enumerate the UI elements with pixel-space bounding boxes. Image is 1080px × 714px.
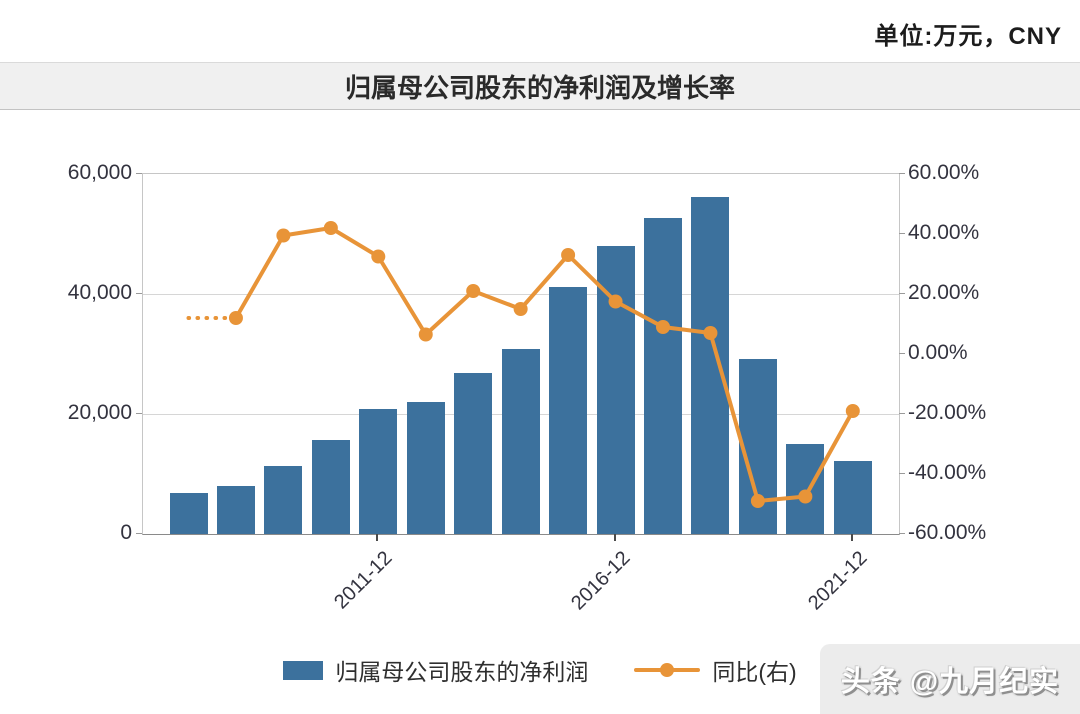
y-axis-right-tickmark <box>899 473 905 474</box>
y-axis-right-tick-label: -40.00% <box>908 461 987 484</box>
bar <box>359 409 398 534</box>
y-axis-right-tickmark <box>899 233 905 234</box>
x-axis-tickmark <box>850 534 853 541</box>
y-axis-right-tick-label: -60.00% <box>908 521 987 544</box>
watermark-area: 头条 @九月纪实 <box>820 644 1080 714</box>
y-axis-right-tick-label: 20.00% <box>908 281 980 304</box>
bar <box>833 460 872 534</box>
y-axis-left-tickmark <box>136 293 142 294</box>
y-axis-left-tickmark <box>136 413 142 414</box>
chart-legend: 归属母公司股东的净利润 同比(右) <box>0 650 1080 690</box>
x-axis-tick-label: 2011-12 <box>330 547 397 614</box>
yoy-line-point <box>466 284 481 298</box>
gridline <box>143 294 899 295</box>
y-axis-right-tickmark <box>899 173 905 174</box>
line-series-marker-icon <box>634 662 701 678</box>
yoy-line-point <box>561 248 576 262</box>
bar <box>264 466 303 534</box>
bar <box>454 373 493 534</box>
yoy-line-point <box>228 311 243 325</box>
bar <box>311 439 350 534</box>
bar <box>691 196 730 534</box>
y-axis-right-tickmark <box>899 413 905 414</box>
chart-title-bar: 归属母公司股东的净利润及增长率 <box>0 62 1080 110</box>
y-axis-right-tick-label: -20.00% <box>908 401 987 424</box>
legend-bar-label: 归属母公司股东的净利润 <box>335 659 589 685</box>
legend-line-label: 同比(右) <box>712 659 797 685</box>
bar <box>501 349 540 534</box>
yoy-line-point <box>608 294 623 309</box>
legend-item-yoy: 同比(右) <box>634 653 797 687</box>
yoy-line <box>234 226 855 503</box>
unit-label: 单位:万元，CNY <box>874 23 1062 50</box>
yoy-line-point <box>418 327 433 342</box>
bar <box>216 486 255 534</box>
y-axis-right-tick-label: 40.00% <box>908 221 980 244</box>
bar-series-swatch <box>283 660 324 680</box>
yoy-line-point <box>845 404 860 418</box>
bar <box>549 286 588 534</box>
bar <box>406 402 445 534</box>
bar <box>596 246 635 534</box>
y-axis-left-tick-label: 40,000 <box>67 281 132 304</box>
y-axis-right-tickmark <box>899 293 905 294</box>
yoy-line-point <box>798 489 813 504</box>
y-axis-right-tick-label: 60.00% <box>908 161 980 184</box>
y-axis-left-tick-label: 0 <box>120 521 132 544</box>
bar <box>644 217 682 534</box>
x-axis-tickmark <box>613 534 616 541</box>
chart-title: 归属母公司股东的净利润及增长率 <box>344 72 735 103</box>
bar <box>169 493 208 534</box>
plot-area <box>142 173 900 535</box>
y-axis-right-tickmark <box>899 533 905 534</box>
yoy-line-point <box>750 494 765 508</box>
yoy-line-point <box>703 326 718 340</box>
y-axis-left-tickmark <box>136 533 142 534</box>
yoy-line-point <box>371 249 386 264</box>
x-axis-tick-label: 2016-12 <box>566 547 635 615</box>
y-axis-left-tick-label: 60,000 <box>67 161 132 184</box>
yoy-line-point <box>323 221 338 235</box>
y-axis-right-tickmark <box>899 353 905 354</box>
legend-line-dot <box>660 663 675 677</box>
yoy-line-point <box>513 302 528 316</box>
yoy-line-point <box>656 320 670 334</box>
legend-item-net-profit: 归属母公司股东的净利润 <box>283 653 588 687</box>
y-axis-right-tick-label: 0.00% <box>908 341 968 364</box>
yoy-line-layer <box>186 221 860 508</box>
yoy-line-point <box>276 228 291 243</box>
x-axis-tick-label: 2021-12 <box>803 547 872 615</box>
y-axis-left-tickmark <box>136 173 142 174</box>
x-axis-tickmark <box>376 534 379 541</box>
watermark-text: 头条 @九月纪实 <box>840 666 1060 698</box>
bar <box>786 444 825 534</box>
y-axis-left-tick-label: 20,000 <box>67 401 132 424</box>
